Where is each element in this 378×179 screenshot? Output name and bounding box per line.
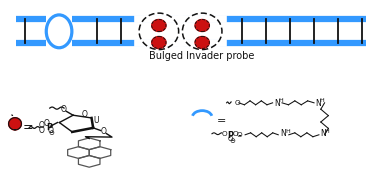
Text: =: = xyxy=(216,117,226,127)
Text: N: N xyxy=(316,99,321,108)
Text: O: O xyxy=(227,136,233,142)
Text: N: N xyxy=(320,129,326,138)
Polygon shape xyxy=(195,20,209,32)
Text: O: O xyxy=(39,126,45,135)
Text: O: O xyxy=(48,126,54,135)
Polygon shape xyxy=(195,37,209,49)
Text: H: H xyxy=(320,98,324,103)
Polygon shape xyxy=(152,20,166,32)
Polygon shape xyxy=(152,37,166,49)
Polygon shape xyxy=(9,118,22,130)
Text: O: O xyxy=(101,127,106,136)
Text: P: P xyxy=(46,123,52,132)
Text: H: H xyxy=(285,129,290,134)
Text: ⊖: ⊖ xyxy=(48,130,54,136)
Text: ⊖: ⊖ xyxy=(229,138,235,144)
Text: N: N xyxy=(274,99,280,108)
Text: O: O xyxy=(222,131,227,137)
Text: O: O xyxy=(39,121,45,130)
Text: =: = xyxy=(23,121,33,134)
Text: O: O xyxy=(43,119,50,129)
Text: O: O xyxy=(234,100,240,106)
Text: P: P xyxy=(227,131,233,140)
Text: Bulged Invader probe: Bulged Invader probe xyxy=(149,51,255,61)
Text: O: O xyxy=(233,131,239,137)
Text: U: U xyxy=(93,116,99,125)
Text: O: O xyxy=(237,132,242,138)
Text: O: O xyxy=(82,110,88,119)
Text: H: H xyxy=(324,129,329,134)
Text: H: H xyxy=(278,98,283,103)
Text: O: O xyxy=(61,105,67,114)
Text: N: N xyxy=(280,129,286,138)
